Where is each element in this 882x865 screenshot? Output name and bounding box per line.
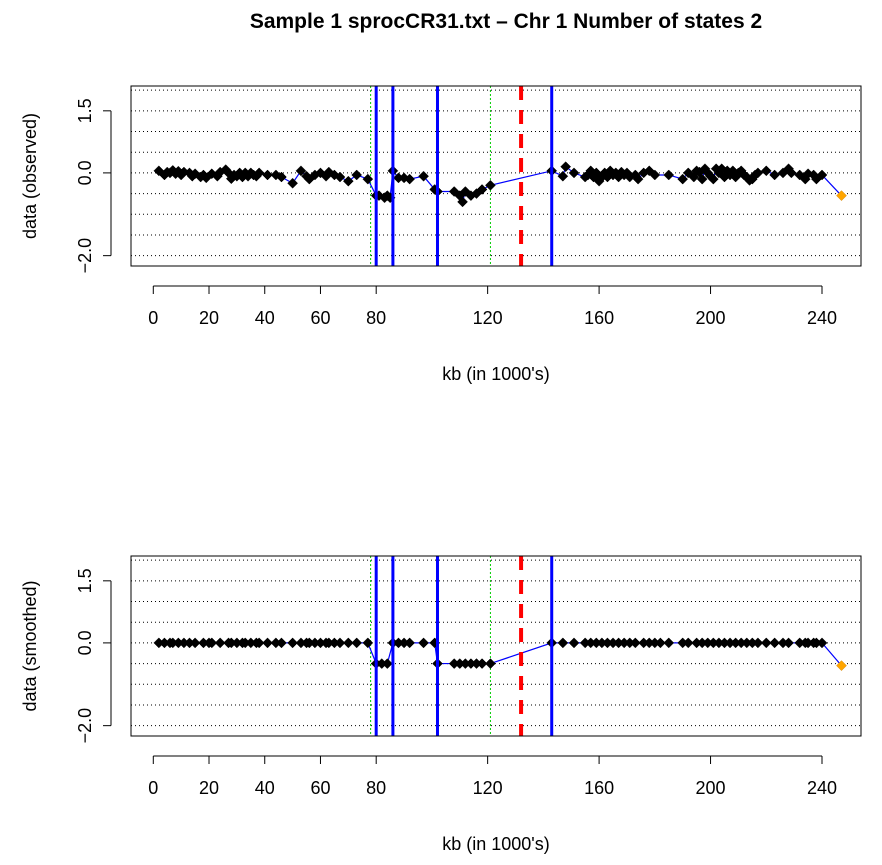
data-point (816, 637, 828, 649)
x-tick-label: 60 (310, 778, 330, 798)
data-point (276, 637, 287, 649)
data-point (783, 637, 794, 649)
x-tick-label: 40 (255, 778, 275, 798)
data-point (418, 637, 429, 649)
y-tick-label: −2.0 (75, 238, 95, 274)
data-point (785, 167, 797, 179)
x-tick-label: 120 (473, 778, 503, 798)
data-point (457, 196, 468, 208)
data-point (568, 637, 580, 649)
x-tick-label: 200 (696, 778, 726, 798)
x-tick-label: 80 (366, 308, 386, 328)
series-line (158, 642, 842, 667)
data-point (485, 179, 496, 191)
chart-title: Sample 1 sprocCR31.txt – Chr 1 Number of… (249, 10, 763, 33)
data-point (253, 637, 265, 649)
data-point (276, 171, 287, 183)
data-point (649, 169, 661, 181)
x-tick-label: 80 (366, 778, 386, 798)
data-point (655, 637, 666, 649)
data-point (418, 170, 429, 182)
x-tick-label: 200 (696, 308, 726, 328)
data-point (557, 637, 569, 649)
data-point (677, 173, 689, 185)
data-point (632, 173, 644, 185)
data-point (752, 637, 764, 649)
x-tick-label: 0 (148, 778, 158, 798)
data-point (769, 169, 780, 181)
x-tick-label: 20 (199, 308, 219, 328)
data-point (476, 184, 488, 195)
plot-frame (130, 85, 862, 267)
x-tick-label: 240 (807, 778, 837, 798)
data-point (189, 637, 201, 649)
data-point (214, 637, 226, 649)
data-point (351, 169, 363, 181)
data-point (816, 169, 828, 181)
y-tick-label: 1.5 (75, 568, 95, 593)
observed-panel: 0 20 40 60 80 120 160 200 240 −2.0 0.0 1.5 kb (in 10… (20, 85, 862, 384)
smoothed-panel: 0 20 40 60 80 120 160 200 240 −2.0 0.0 1.5 kb (in 10… (20, 555, 862, 854)
data-point (295, 165, 307, 177)
data-point (760, 637, 772, 649)
data-point (262, 169, 273, 181)
data-point (342, 175, 354, 187)
data-point (557, 170, 569, 182)
x-tick-label: 120 (473, 308, 503, 328)
x-tick-label: 60 (310, 308, 330, 328)
last-data-point (836, 190, 847, 202)
data-point (769, 637, 780, 649)
y-tick-label: 0.0 (75, 160, 95, 185)
x-axis-title: kb (in 1000's) (442, 364, 550, 384)
data-point (663, 637, 675, 649)
y-axis-title: data (smoothed) (20, 580, 40, 711)
data-point (760, 165, 772, 177)
data-point (334, 637, 346, 649)
last-data-point (836, 660, 847, 672)
data-point (287, 637, 298, 649)
data-point (404, 173, 415, 185)
data-point (362, 173, 374, 185)
data-point (351, 637, 363, 649)
y-axis-title: data (observed) (20, 113, 40, 239)
y-tick-label: 1.5 (75, 98, 95, 123)
y-tick-label: −2.0 (75, 708, 95, 744)
x-tick-label: 160 (584, 308, 614, 328)
data-point (629, 637, 641, 649)
data-point (253, 167, 265, 179)
data-point (485, 658, 496, 669)
data-point (696, 173, 708, 185)
x-tick-label: 240 (807, 308, 837, 328)
x-tick-label: 40 (255, 308, 275, 328)
data-point (707, 173, 719, 185)
data-point (568, 167, 580, 179)
data-point (362, 637, 374, 649)
data-point (262, 637, 273, 649)
data-point (381, 658, 393, 669)
data-point (752, 167, 764, 179)
x-axis-title: kb (in 1000's) (442, 834, 550, 854)
data-point (287, 177, 298, 189)
plot-frame (130, 555, 862, 737)
x-tick-label: 0 (148, 308, 158, 328)
data-point (206, 637, 218, 649)
data-point (476, 658, 488, 669)
data-point (334, 171, 346, 183)
data-point (560, 161, 572, 173)
x-tick-label: 20 (199, 778, 219, 798)
data-point (342, 637, 354, 649)
y-tick-label: 0.0 (75, 630, 95, 655)
data-point (663, 169, 675, 181)
data-point (404, 637, 415, 649)
x-tick-label: 160 (584, 778, 614, 798)
data-point (682, 637, 694, 649)
